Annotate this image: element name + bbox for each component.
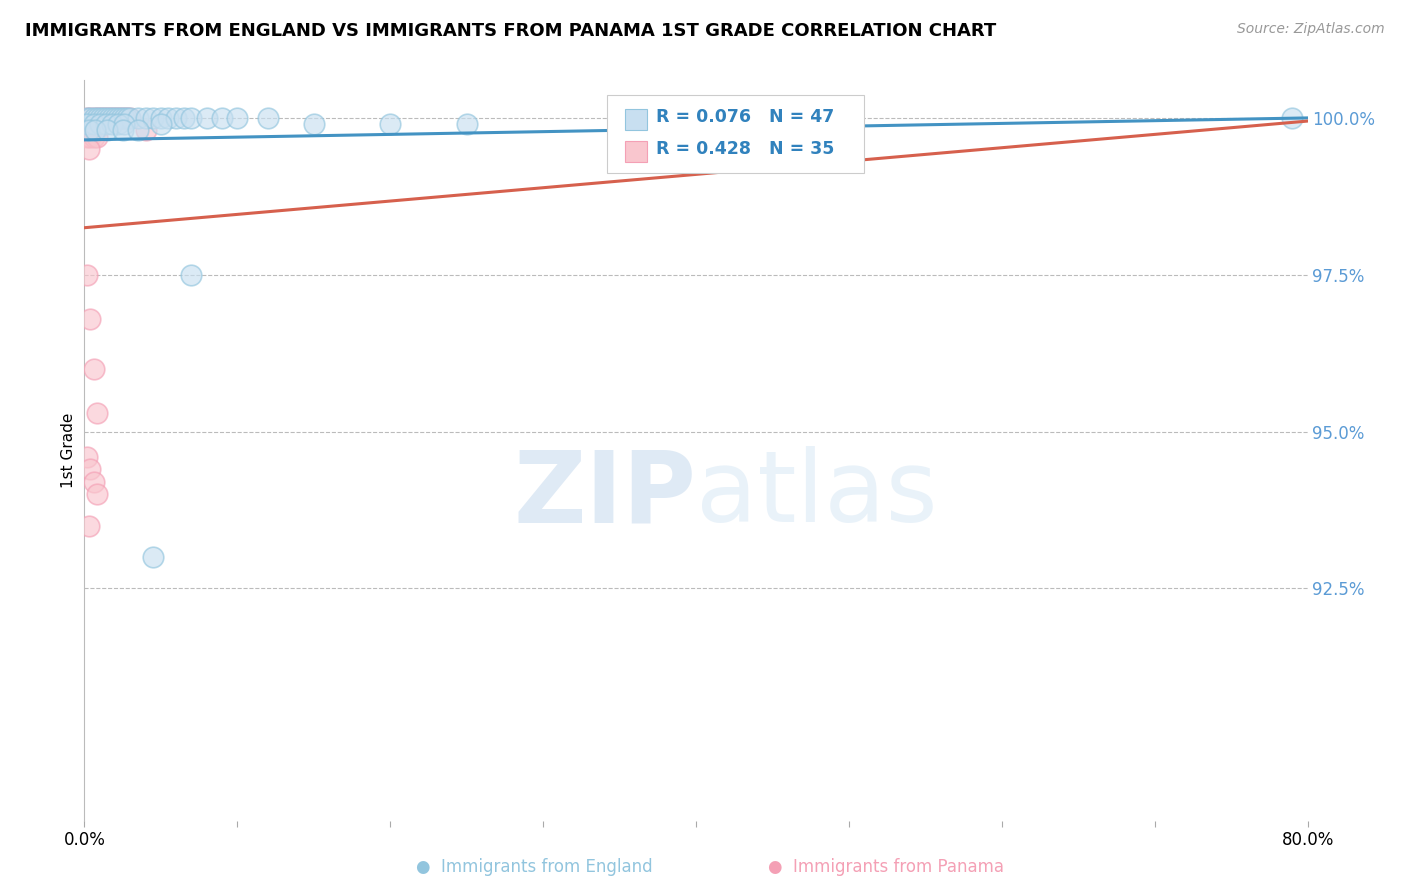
Point	[86, 406, 108, 420]
Point	[91, 111, 114, 125]
Text: R = 0.076   N = 47: R = 0.076 N = 47	[655, 108, 834, 126]
Point	[76, 117, 98, 131]
Point	[86, 111, 108, 125]
Text: ●  Immigrants from England: ● Immigrants from England	[416, 858, 652, 876]
Point	[226, 111, 249, 125]
Point	[86, 111, 108, 125]
Point	[180, 268, 202, 282]
Point	[135, 111, 157, 125]
Point	[83, 117, 105, 131]
Text: atlas: atlas	[696, 446, 938, 543]
Point	[127, 111, 149, 125]
Point	[77, 117, 100, 131]
Point	[77, 123, 100, 137]
Point	[91, 111, 114, 125]
Point	[76, 117, 98, 131]
Point	[79, 129, 101, 144]
Point	[76, 111, 98, 125]
Point	[83, 475, 105, 489]
Point	[107, 111, 129, 125]
Point	[97, 111, 120, 125]
Point	[76, 268, 98, 282]
Point	[79, 111, 101, 125]
Point	[83, 362, 105, 376]
Point	[94, 111, 117, 125]
Point	[257, 111, 280, 125]
Point	[173, 111, 195, 125]
Point	[101, 111, 124, 125]
Point	[76, 111, 98, 125]
Point	[456, 117, 478, 131]
Point	[112, 117, 135, 131]
Point	[94, 117, 117, 131]
Point	[89, 111, 111, 125]
Point	[120, 111, 142, 125]
FancyBboxPatch shape	[606, 95, 863, 173]
Point	[111, 123, 134, 137]
Point	[685, 117, 707, 131]
Point	[79, 462, 101, 476]
Text: Source: ZipAtlas.com: Source: ZipAtlas.com	[1237, 22, 1385, 37]
Point	[83, 111, 105, 125]
Point	[107, 111, 129, 125]
Point	[380, 117, 402, 131]
Point	[135, 123, 157, 137]
Point	[89, 117, 111, 131]
Point	[110, 111, 132, 125]
Text: IMMIGRANTS FROM ENGLAND VS IMMIGRANTS FROM PANAMA 1ST GRADE CORRELATION CHART: IMMIGRANTS FROM ENGLAND VS IMMIGRANTS FR…	[25, 22, 997, 40]
Text: ●  Immigrants from Panama: ● Immigrants from Panama	[768, 858, 1004, 876]
Point	[83, 111, 105, 125]
Point	[149, 111, 172, 125]
Point	[142, 111, 165, 125]
Point	[94, 111, 117, 125]
Text: ZIP: ZIP	[513, 446, 696, 543]
Point	[76, 129, 98, 144]
Point	[165, 111, 187, 125]
Point	[84, 123, 107, 137]
Point	[79, 117, 101, 131]
Point	[211, 111, 233, 125]
Point	[157, 111, 180, 125]
Point	[180, 111, 202, 125]
Point	[97, 111, 120, 125]
Point	[115, 111, 138, 125]
Text: R = 0.428   N = 35: R = 0.428 N = 35	[655, 139, 834, 158]
Point	[112, 111, 135, 125]
Point	[101, 111, 124, 125]
Point	[104, 111, 127, 125]
Point	[79, 111, 101, 125]
Point	[77, 518, 100, 533]
Point	[1281, 111, 1303, 125]
Point	[86, 487, 108, 501]
Point	[110, 111, 132, 125]
Point	[89, 111, 111, 125]
Point	[96, 123, 118, 137]
Point	[83, 117, 105, 131]
Point	[112, 111, 135, 125]
Point	[79, 311, 101, 326]
Point	[302, 117, 325, 131]
Point	[107, 117, 129, 131]
Point	[120, 111, 142, 125]
Point	[149, 117, 172, 131]
Point	[101, 117, 124, 131]
Point	[142, 550, 165, 565]
Point	[195, 111, 218, 125]
Point	[77, 142, 100, 156]
Point	[76, 450, 98, 464]
Y-axis label: 1st Grade: 1st Grade	[60, 413, 76, 488]
Bar	[626, 109, 647, 130]
Point	[104, 111, 127, 125]
Point	[115, 111, 138, 125]
Point	[86, 129, 108, 144]
Point	[127, 123, 149, 137]
Bar	[626, 141, 647, 161]
Point	[86, 117, 108, 131]
Point	[83, 129, 105, 144]
